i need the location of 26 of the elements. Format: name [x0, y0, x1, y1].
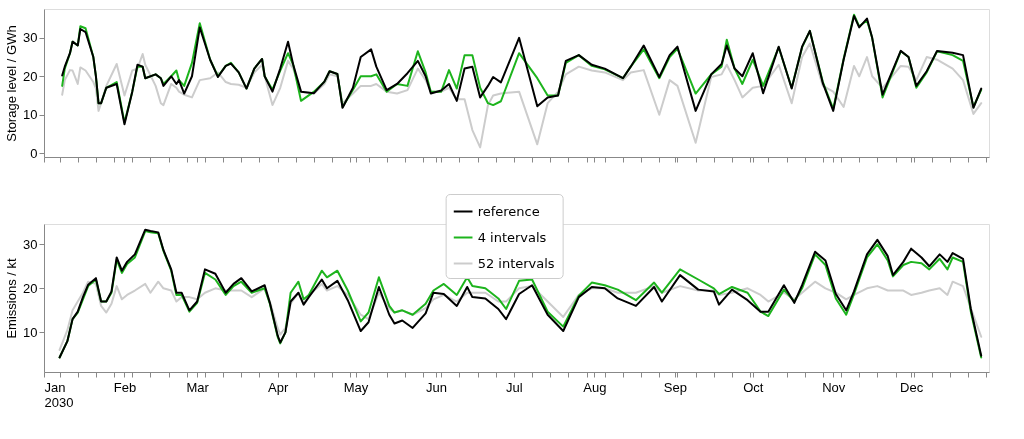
line-series	[58, 280, 983, 351]
y-tick-label: 10	[23, 107, 38, 123]
x-tick-label: Sep	[663, 379, 687, 395]
x-tick-label: Jul	[506, 379, 523, 395]
x-tick-label: Oct	[743, 379, 764, 395]
x-tick-label: Dec	[900, 379, 924, 395]
x-tick-label: Aug	[583, 379, 607, 395]
legend-label: reference	[477, 203, 540, 219]
y-tick-label: 20	[23, 280, 38, 296]
y-axis-title: Emissions / kt	[4, 258, 20, 339]
x-tick-label: Feb	[113, 379, 137, 395]
x-tick-label: Mar	[186, 379, 210, 395]
x-tick-label: Jan 2030	[44, 379, 74, 410]
y-tick-label: 20	[23, 68, 38, 84]
y-axis-title: Storage level / GWh	[4, 25, 20, 142]
x-tick-label: May	[343, 379, 369, 395]
y-tick-label: 30	[23, 236, 38, 252]
line-series	[61, 42, 983, 149]
x-tick-label: Nov	[822, 379, 846, 395]
y-tick-label: 10	[23, 324, 38, 340]
x-tick-label: Jun	[426, 379, 447, 395]
legend-label: 52 intervals	[477, 255, 555, 271]
y-tick-label: 30	[23, 30, 38, 46]
y-tick-label: 0	[30, 145, 38, 161]
legend-label: 4 intervals	[477, 229, 547, 245]
x-tick-label: Apr	[268, 379, 289, 395]
